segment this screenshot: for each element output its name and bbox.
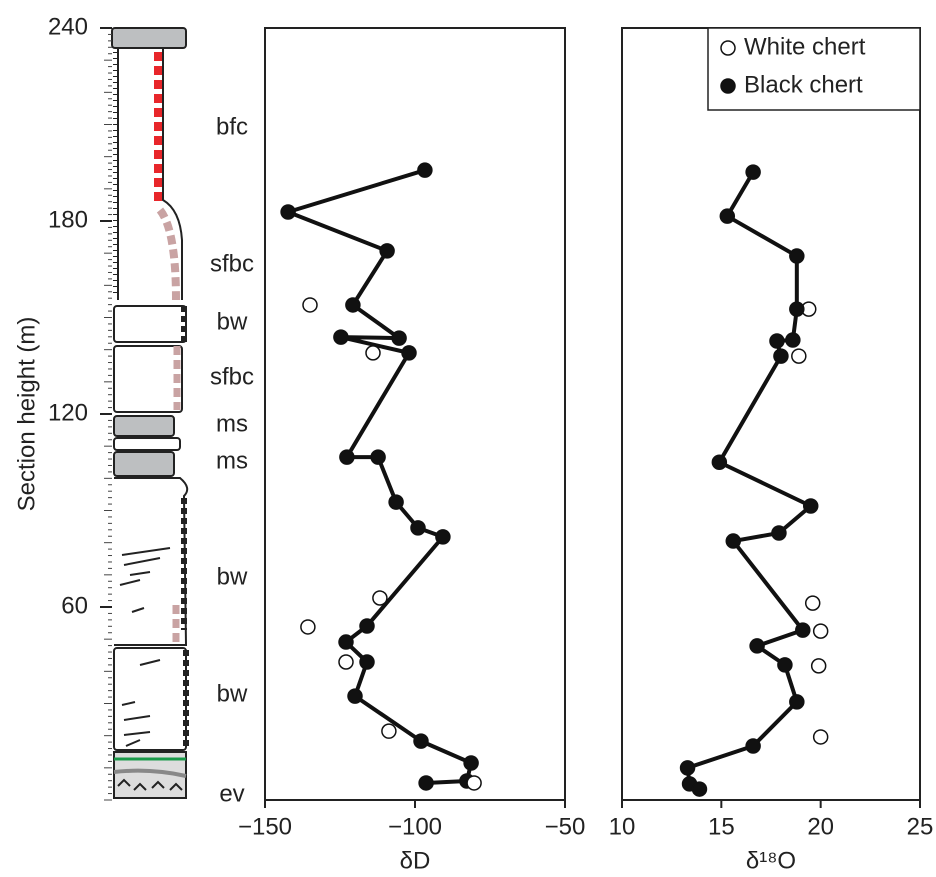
x-tick-label: −50 <box>545 813 586 840</box>
data-point <box>338 634 354 650</box>
data-point <box>773 348 789 364</box>
y-tick-label: 120 <box>48 399 88 426</box>
data-point <box>435 529 451 545</box>
legend-label: Black chert <box>744 71 863 98</box>
data-point <box>711 454 728 470</box>
data-point <box>300 619 316 635</box>
data-point <box>401 345 417 361</box>
data-point <box>365 345 381 361</box>
data-point <box>280 204 296 220</box>
data-point <box>802 498 819 514</box>
data-point <box>418 775 434 791</box>
unit-label: ms <box>216 410 248 437</box>
data-point <box>810 658 827 674</box>
data-point <box>347 688 363 704</box>
unit-label: bw <box>217 308 248 335</box>
data-point <box>338 654 354 670</box>
data-point <box>777 657 793 673</box>
data-point <box>333 329 349 345</box>
data-point <box>691 781 708 797</box>
data-point <box>789 248 805 264</box>
unit-label: sfbc <box>210 250 254 277</box>
unit-label: bfc <box>216 113 248 140</box>
plot-frame <box>264 27 566 801</box>
data-point <box>812 729 829 745</box>
data-point <box>769 333 785 349</box>
series-line <box>286 168 474 785</box>
data-point <box>410 520 426 536</box>
data-point <box>391 330 407 346</box>
x-tick-label: −150 <box>238 813 292 840</box>
data-point <box>785 332 801 348</box>
data-point <box>791 348 807 364</box>
data-point <box>789 301 805 317</box>
data-point <box>719 208 736 224</box>
y-tick-label: 240 <box>48 13 88 40</box>
data-point <box>749 638 765 654</box>
data-point <box>359 654 375 670</box>
unit-label: sfbc <box>210 363 254 390</box>
legend-box <box>707 27 921 111</box>
plot-frame <box>621 27 921 801</box>
data-point <box>745 738 761 754</box>
data-point <box>771 525 787 541</box>
x-tick-label: 20 <box>807 813 834 840</box>
data-point <box>359 618 375 634</box>
x-tick-label: 15 <box>708 813 735 840</box>
unit-label: ev <box>219 780 244 807</box>
data-point <box>370 449 386 465</box>
data-point <box>679 760 696 776</box>
data-point <box>725 533 742 549</box>
data-point <box>413 733 429 749</box>
strat-column <box>111 27 189 799</box>
data-point <box>812 623 829 639</box>
legend-marker <box>720 40 736 56</box>
data-point <box>381 723 397 739</box>
data-point <box>388 494 404 510</box>
legend-marker <box>720 78 736 94</box>
unit-label: bw <box>217 680 248 707</box>
data-point <box>745 164 761 180</box>
y-tick-label: 60 <box>61 592 88 619</box>
x-tick-label: −100 <box>388 813 442 840</box>
x-tick-label: 10 <box>609 813 636 840</box>
data-point <box>804 595 821 611</box>
data-point <box>379 243 395 259</box>
x-axis-label: δ¹⁸O <box>746 847 796 874</box>
data-point <box>345 297 361 313</box>
data-point <box>463 755 479 771</box>
unit-label: bw <box>217 563 248 590</box>
y-tick-label: 180 <box>48 206 88 233</box>
unit-label: ms <box>216 447 248 474</box>
data-point <box>417 162 433 178</box>
data-point <box>372 590 388 606</box>
data-point <box>795 622 811 638</box>
x-tick-label: 25 <box>907 813 934 840</box>
legend-label: White chert <box>744 33 866 60</box>
data-point <box>339 449 355 465</box>
data-point <box>302 297 318 313</box>
y-axis-label: Section height (m) <box>13 317 40 512</box>
data-point <box>466 775 482 791</box>
data-point <box>789 694 805 710</box>
x-axis-label: δD <box>400 847 431 874</box>
